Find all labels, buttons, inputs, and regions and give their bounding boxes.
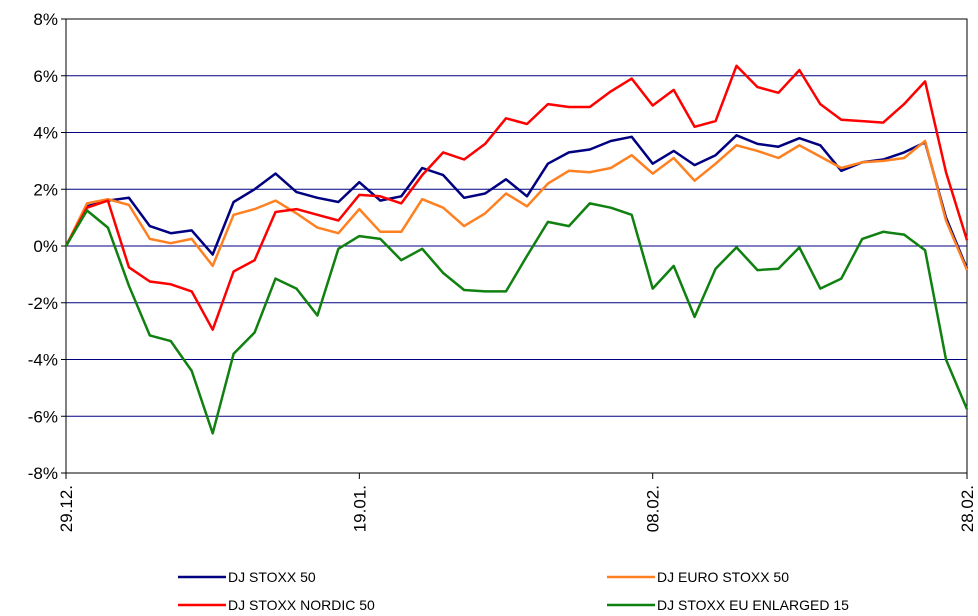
legend-label: DJ STOXX NORDIC 50: [228, 597, 375, 613]
y-tick-label: 4%: [33, 124, 58, 143]
legend-label: DJ STOXX 50: [228, 569, 316, 585]
series-line: [64, 202, 969, 435]
x-tick-label: 29.12.: [57, 485, 76, 532]
y-tick-label: -2%: [28, 294, 58, 313]
x-tick-label: 28.02.: [958, 485, 977, 532]
legend-label: DJ STOXX EU ENLARGED 15: [657, 597, 849, 613]
y-tick-label: 6%: [33, 67, 58, 86]
y-tick-label: -6%: [28, 407, 58, 426]
x-tick-label: 08.02.: [644, 485, 663, 532]
y-tick-label: -8%: [28, 464, 58, 483]
x-tick-label: 19.01.: [350, 485, 369, 532]
series-line: [64, 139, 969, 271]
y-tick-label: 0%: [33, 237, 58, 256]
y-tick-label: -4%: [28, 351, 58, 370]
y-tick-label: 2%: [33, 180, 58, 199]
series-line: [64, 64, 969, 331]
legend-label: DJ EURO STOXX 50: [657, 569, 789, 585]
series-line: [64, 134, 969, 270]
y-tick-label: 8%: [33, 10, 58, 29]
